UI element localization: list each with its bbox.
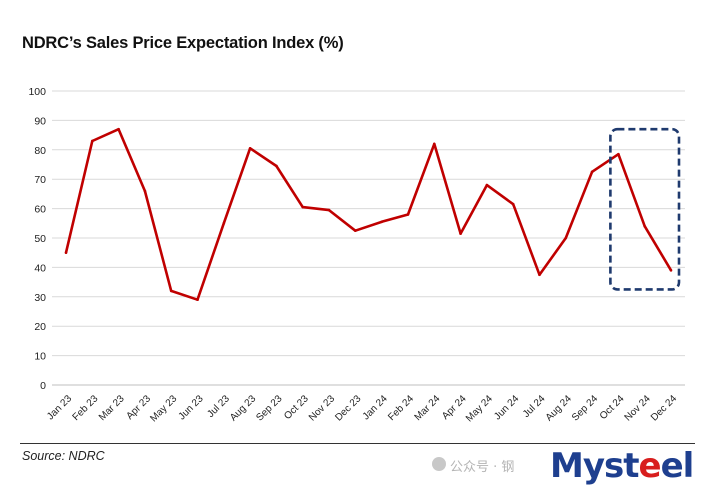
data-point-may-24 <box>485 183 489 187</box>
x-tick-label: Sep 23 <box>254 393 284 423</box>
x-tick-label: Nov 23 <box>307 393 337 423</box>
x-tick-label: Aug 24 <box>544 393 574 423</box>
x-tick-label: Jan 23 <box>45 393 74 422</box>
data-point-mar-24 <box>432 142 436 146</box>
mysteel-logo: Mysteel <box>550 446 694 486</box>
data-point-mar-23 <box>117 127 120 131</box>
data-point-oct-23 <box>301 205 305 209</box>
chart-title: NDRC’s Sales Price Expectation Index (%) <box>22 34 344 52</box>
y-tick-label: 90 <box>34 115 46 127</box>
y-tick-label: 40 <box>34 262 46 274</box>
y-tick-label: 10 <box>34 351 46 363</box>
y-tick-label: 100 <box>28 86 46 98</box>
x-tick-label: Jan 24 <box>361 393 390 422</box>
x-tick-label: May 24 <box>464 393 495 424</box>
x-tick-label: Dec 24 <box>649 393 679 423</box>
data-point-sep-23 <box>275 164 278 168</box>
data-point-jun-23 <box>196 298 199 302</box>
x-tick-label: Mar 23 <box>97 393 127 423</box>
data-point-jun-24 <box>511 202 515 206</box>
data-point-nov-24 <box>643 224 646 228</box>
y-tick-label: 80 <box>34 145 46 157</box>
data-point-dec-24 <box>669 269 673 272</box>
data-point-jul-24 <box>538 273 541 277</box>
data-point-feb-23 <box>91 139 94 143</box>
x-tick-label: Jun 24 <box>492 393 521 422</box>
data-point-dec-23 <box>354 229 357 232</box>
data-point-jul-23 <box>222 222 226 225</box>
x-tick-label: Sep 24 <box>570 393 600 423</box>
data-point-jan-24 <box>380 220 383 224</box>
data-point-apr-24 <box>459 232 462 235</box>
data-point-oct-24 <box>617 152 620 156</box>
data-point-feb-24 <box>406 213 410 216</box>
x-tick-label: Mar 24 <box>413 393 443 423</box>
x-tick-label: Feb 23 <box>71 393 101 423</box>
x-tick-label: Aug 23 <box>228 393 258 423</box>
x-tick-label: Feb 24 <box>386 393 416 423</box>
data-points <box>64 127 673 302</box>
y-tick-label: 60 <box>34 204 46 216</box>
y-tick-label: 20 <box>34 321 46 333</box>
x-tick-label: Dec 23 <box>333 393 363 423</box>
source-note: Source: NDRC <box>22 449 105 463</box>
y-tick-label: 70 <box>34 174 46 186</box>
x-tick-label: May 23 <box>148 393 179 424</box>
y-tick-label: 0 <box>40 380 46 392</box>
gridlines <box>52 90 685 386</box>
y-axis-tick-labels: 0 10 20 30 40 50 60 70 80 90 100 <box>28 86 46 392</box>
data-point-sep-24 <box>590 170 594 174</box>
data-point-aug-23 <box>248 147 252 150</box>
watermark-text: 公众号 · 钢 <box>450 460 515 475</box>
x-tick-label: Oct 23 <box>282 393 311 422</box>
x-tick-label: Nov 24 <box>623 393 653 423</box>
series-line <box>64 127 673 301</box>
x-tick-label: Jun 23 <box>177 393 206 422</box>
y-tick-label: 30 <box>34 292 46 304</box>
data-point-aug-24 <box>564 236 568 240</box>
source-divider <box>20 443 695 444</box>
highlight-dashed-box <box>609 127 681 291</box>
y-tick-label: 50 <box>34 233 46 245</box>
data-point-apr-23 <box>143 189 147 193</box>
x-tick-label: Oct 24 <box>598 393 627 422</box>
data-point-may-23 <box>169 289 173 293</box>
data-point-nov-23 <box>327 208 331 212</box>
data-point-jan-23 <box>64 251 68 254</box>
wechat-icon <box>432 457 446 471</box>
